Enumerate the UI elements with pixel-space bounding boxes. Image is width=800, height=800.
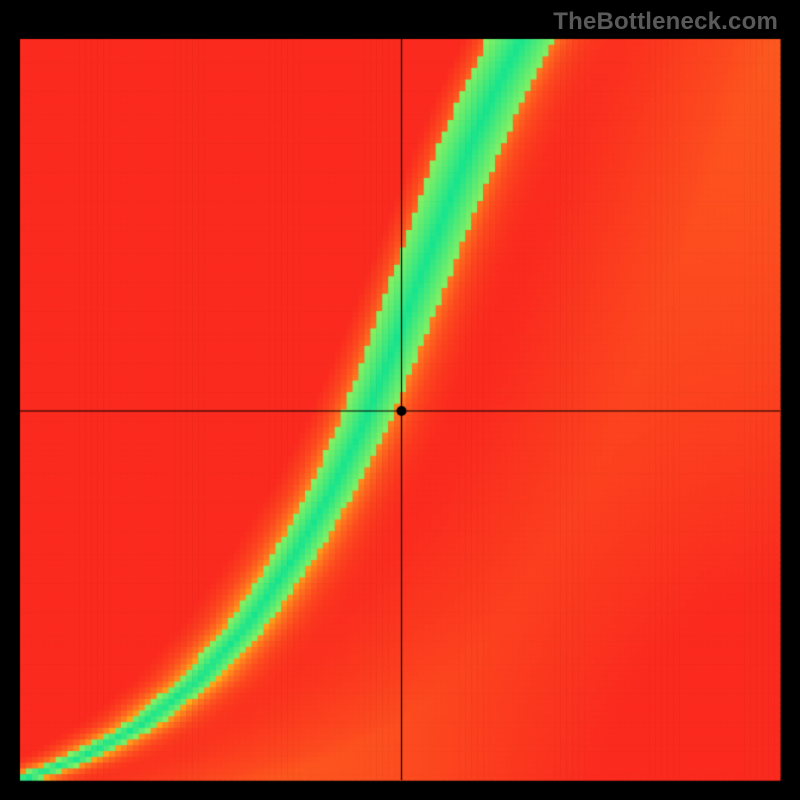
chart-container: TheBottleneck.com — [0, 0, 800, 800]
watermark-text: TheBottleneck.com — [553, 8, 778, 36]
heatmap-canvas — [0, 0, 800, 800]
